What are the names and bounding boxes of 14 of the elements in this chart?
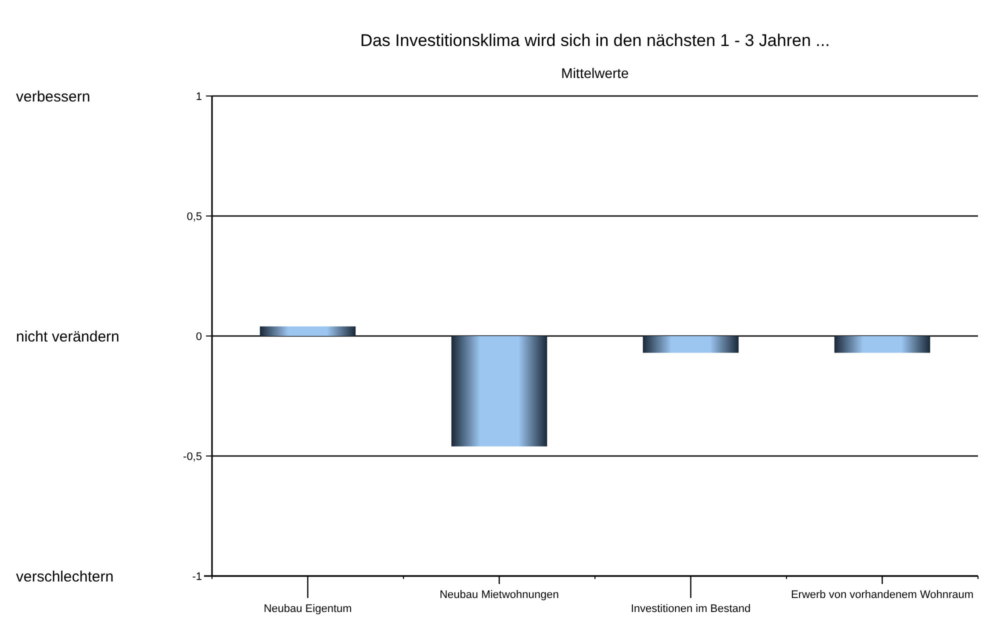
- x-tick-label: Neubau Mietwohnungen: [440, 589, 559, 601]
- chart-subtitle: Mittelwerte: [561, 65, 630, 81]
- x-tick-label: Neubau Eigentum: [264, 603, 352, 615]
- x-tick-label: Investitionen im Bestand: [630, 603, 751, 615]
- chart-title: Das Investitionsklima wird sich in den nächsten 1 - 3 Jahren ...: [360, 31, 830, 50]
- y-tick-label: 0,5: [186, 210, 202, 223]
- y-tick-label: 0: [196, 330, 202, 343]
- text: verschlechtern: [16, 568, 114, 586]
- text: nicht verändern: [16, 328, 120, 346]
- y-tick-label: 1: [196, 90, 202, 103]
- x-tick-label: Erwerb von vorhandenem Wohnraum: [790, 589, 974, 601]
- y-tick-label: -0,5: [183, 450, 202, 463]
- text: verbessern: [16, 88, 90, 106]
- y-tick-label: -1: [192, 570, 202, 583]
